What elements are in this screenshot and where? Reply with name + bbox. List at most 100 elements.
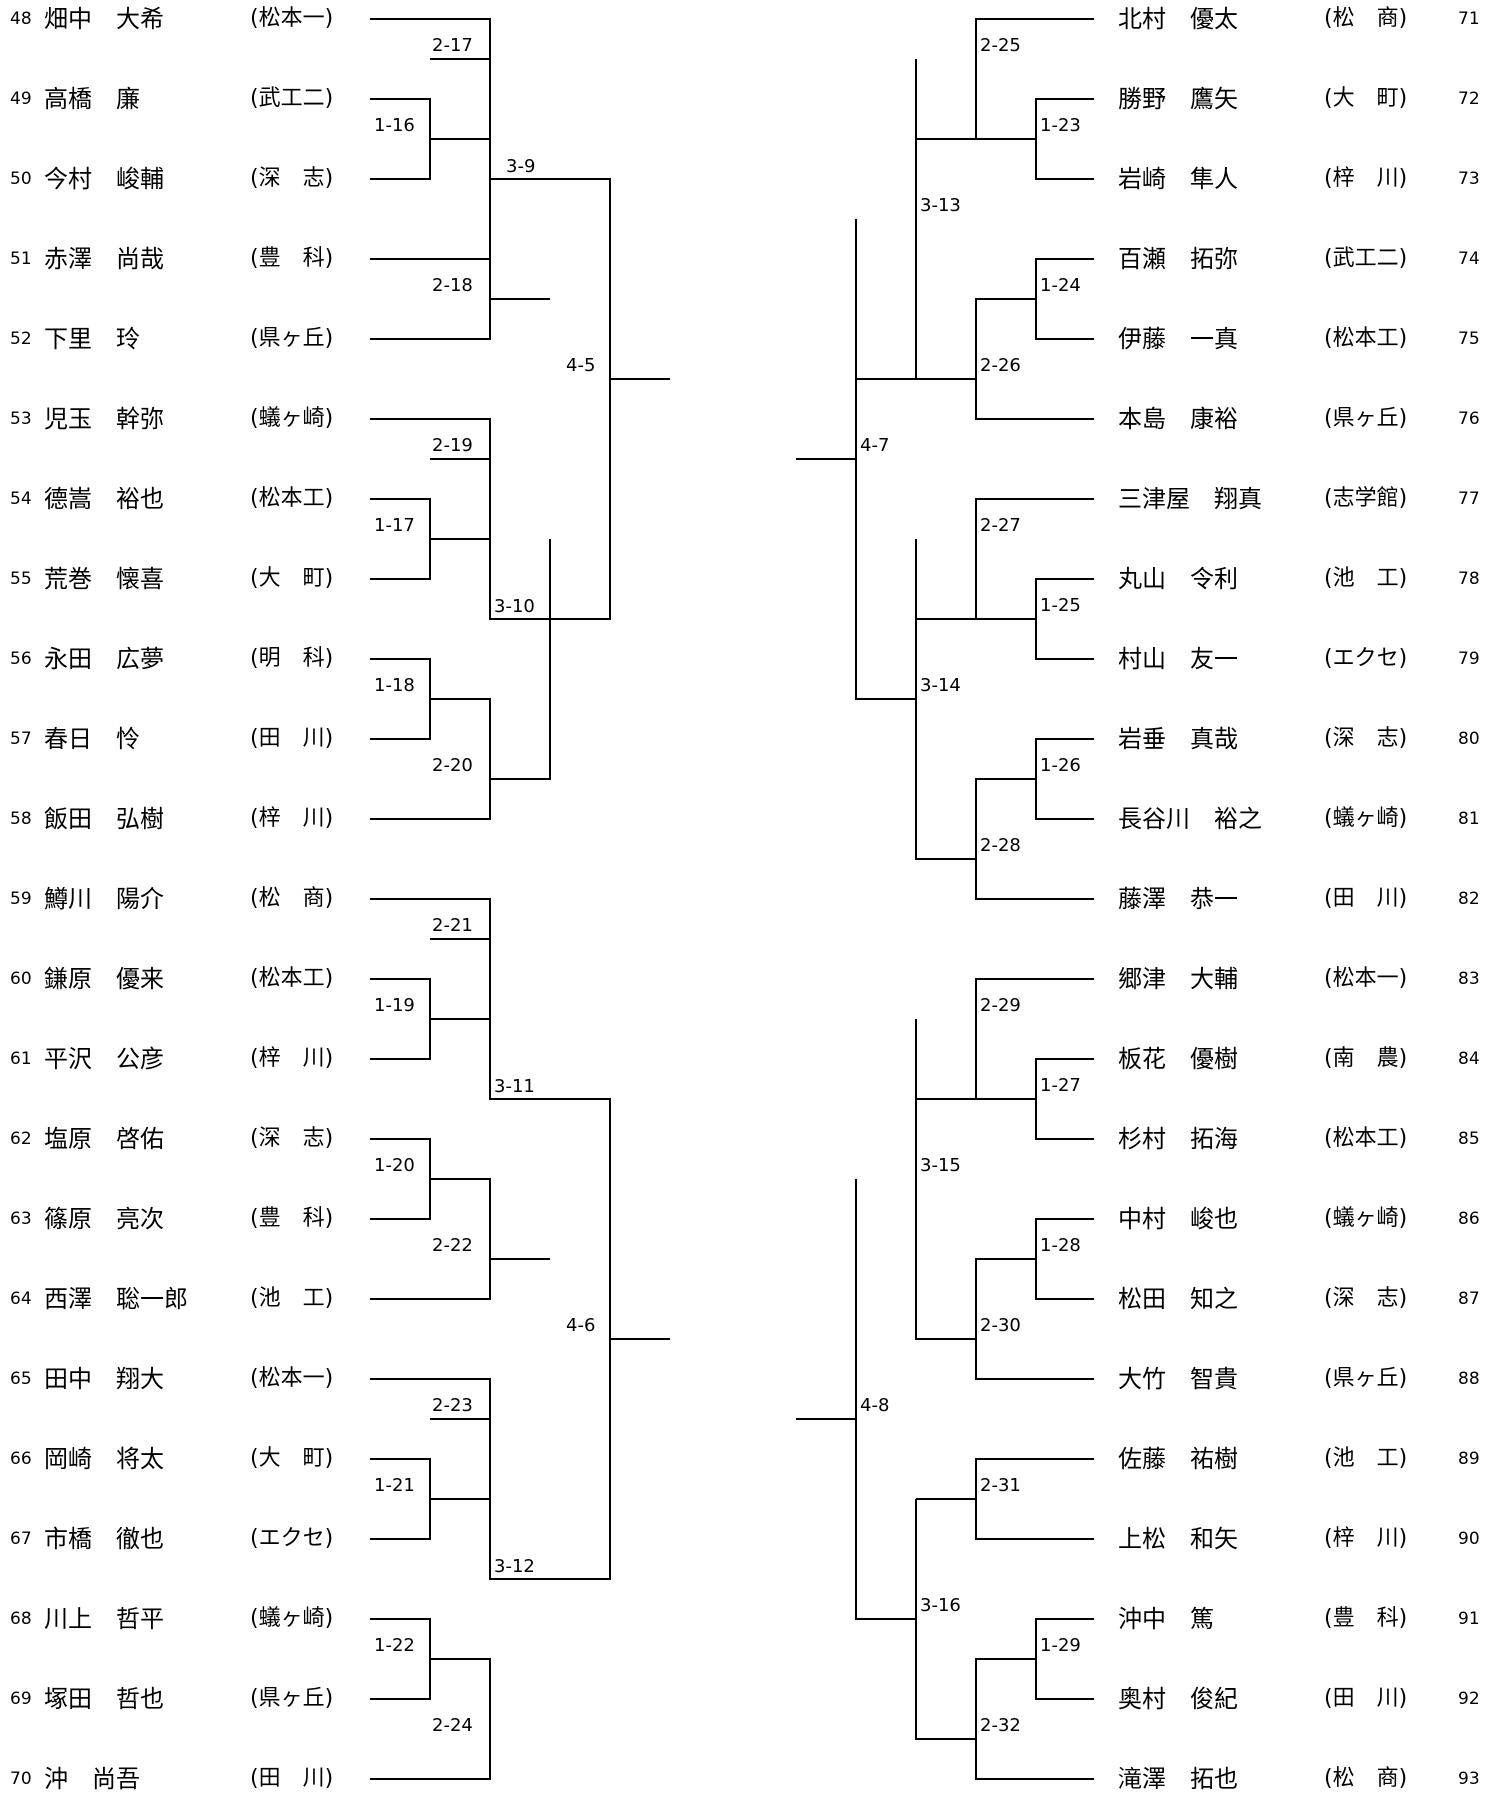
bracket-line: [975, 1658, 1094, 1780]
seed-number: 77: [1458, 489, 1480, 509]
player-name: 市橋 徹也: [44, 1525, 164, 1553]
player-name: 高橋 廉: [44, 85, 140, 113]
match-label: 2-21: [432, 915, 473, 936]
player-name: 佐藤 祐樹: [1118, 1445, 1238, 1473]
bracket-line: [489, 1179, 550, 1260]
player-school: (松本工): [1324, 1126, 1408, 1151]
bracket-line: [370, 898, 491, 940]
match-label: 3-16: [920, 1595, 961, 1616]
seed-number: 61: [10, 1049, 32, 1069]
bracket-line: [370, 1658, 491, 1780]
player-name: 荒巻 懐喜: [44, 565, 164, 593]
player-school: (田 川): [250, 1766, 334, 1791]
seed-number: 65: [10, 1369, 32, 1389]
match-label: 3-13: [920, 195, 961, 216]
bracket-line: [1035, 1618, 1094, 1700]
player-school: (深 志): [1324, 726, 1408, 751]
player-name: 松田 知之: [1118, 1285, 1238, 1313]
player-school: (池 工): [1324, 566, 1408, 591]
seed-number: 55: [10, 569, 32, 589]
seed-number: 60: [10, 969, 32, 989]
player-school: (蟻ヶ崎): [250, 1606, 334, 1631]
player-name: 飯田 弘樹: [44, 805, 164, 833]
bracket-line: [489, 1419, 550, 1580]
bracket-line: [1035, 258, 1094, 340]
player-school: (豊 科): [1324, 1606, 1408, 1631]
match-label: 2-23: [432, 1395, 473, 1416]
match-label: 3-9: [506, 156, 536, 177]
player-school: (大 町): [250, 566, 334, 591]
seed-number: 75: [1458, 329, 1480, 349]
player-name: 鱒川 陽介: [44, 885, 164, 913]
bracket-line: [550, 1098, 611, 1580]
seed-number: 86: [1458, 1209, 1480, 1229]
player-name: 平沢 公彦: [44, 1045, 164, 1073]
player-name: 児玉 幹弥: [44, 405, 164, 433]
match-label: 4-8: [860, 1395, 890, 1416]
seed-number: 85: [1458, 1129, 1480, 1149]
player-name: 長谷川 裕之: [1118, 805, 1262, 833]
player-name: 塩原 啓佑: [44, 1125, 164, 1153]
match-label: 1-22: [374, 1635, 415, 1656]
bracket-line: [1035, 1218, 1094, 1300]
player-school: (エクセ): [250, 1526, 334, 1551]
seed-number: 72: [1458, 89, 1480, 109]
player-name: 鎌原 優来: [44, 965, 164, 993]
match-label: 1-21: [374, 1475, 415, 1496]
player-name: 板花 優樹: [1118, 1045, 1238, 1073]
player-name: 本島 康裕: [1118, 405, 1238, 433]
bracket-line: [370, 978, 431, 1060]
player-name: 畑中 大希: [44, 5, 164, 33]
seed-number: 54: [10, 489, 32, 509]
player-school: (梓 川): [1324, 166, 1408, 191]
seed-number: 74: [1458, 249, 1480, 269]
player-name: 北村 優太: [1118, 5, 1238, 33]
match-label: 2-31: [980, 1475, 1021, 1496]
player-name: 下里 玲: [44, 325, 140, 353]
match-label: 1-28: [1040, 1235, 1081, 1256]
player-school: (深 志): [1324, 1286, 1408, 1311]
player-school: (梓 川): [250, 806, 334, 831]
seed-number: 83: [1458, 969, 1480, 989]
match-label: 1-26: [1040, 755, 1081, 776]
player-school: (松本一): [1324, 966, 1408, 991]
seed-number: 64: [10, 1289, 32, 1309]
match-label: 2-22: [432, 1235, 473, 1256]
player-name: 上松 和矢: [1118, 1525, 1238, 1553]
seed-number: 93: [1458, 1769, 1480, 1789]
seed-number: 51: [10, 249, 32, 269]
match-label: 2-20: [432, 755, 473, 776]
seed-number: 68: [10, 1609, 32, 1629]
seed-number: 92: [1458, 1689, 1480, 1709]
bracket-line: [370, 18, 491, 60]
seed-number: 82: [1458, 889, 1480, 909]
seed-number: 58: [10, 809, 32, 829]
player-name: 百瀬 拓弥: [1118, 245, 1238, 273]
player-name: 岡崎 将太: [44, 1445, 164, 1473]
bracket-line: [855, 219, 916, 700]
seed-number: 89: [1458, 1449, 1480, 1469]
seed-number: 76: [1458, 409, 1480, 429]
bracket-line: [370, 658, 431, 740]
bracket-line: [1035, 738, 1094, 820]
bracket-line: [855, 1179, 916, 1620]
match-label: 1-19: [374, 995, 415, 1016]
bracket-line: [1035, 578, 1094, 660]
player-school: (田 川): [1324, 886, 1408, 911]
seed-number: 49: [10, 89, 32, 109]
match-label: 2-30: [980, 1315, 1021, 1336]
player-name: 伊藤 一真: [1118, 325, 1238, 353]
bracket-line: [370, 98, 431, 180]
match-label: 4-6: [566, 1315, 596, 1336]
player-school: (深 志): [250, 166, 334, 191]
bracket-line: [916, 498, 1094, 620]
seed-number: 78: [1458, 569, 1480, 589]
player-name: 丸山 令利: [1118, 565, 1238, 593]
match-label: 2-19: [432, 435, 473, 456]
match-label: 2-28: [980, 835, 1021, 856]
player-name: 西澤 聡一郎: [44, 1285, 188, 1313]
match-label: 1-24: [1040, 275, 1081, 296]
player-school: (蟻ヶ崎): [250, 406, 334, 431]
bracket-line: [915, 1019, 976, 1340]
